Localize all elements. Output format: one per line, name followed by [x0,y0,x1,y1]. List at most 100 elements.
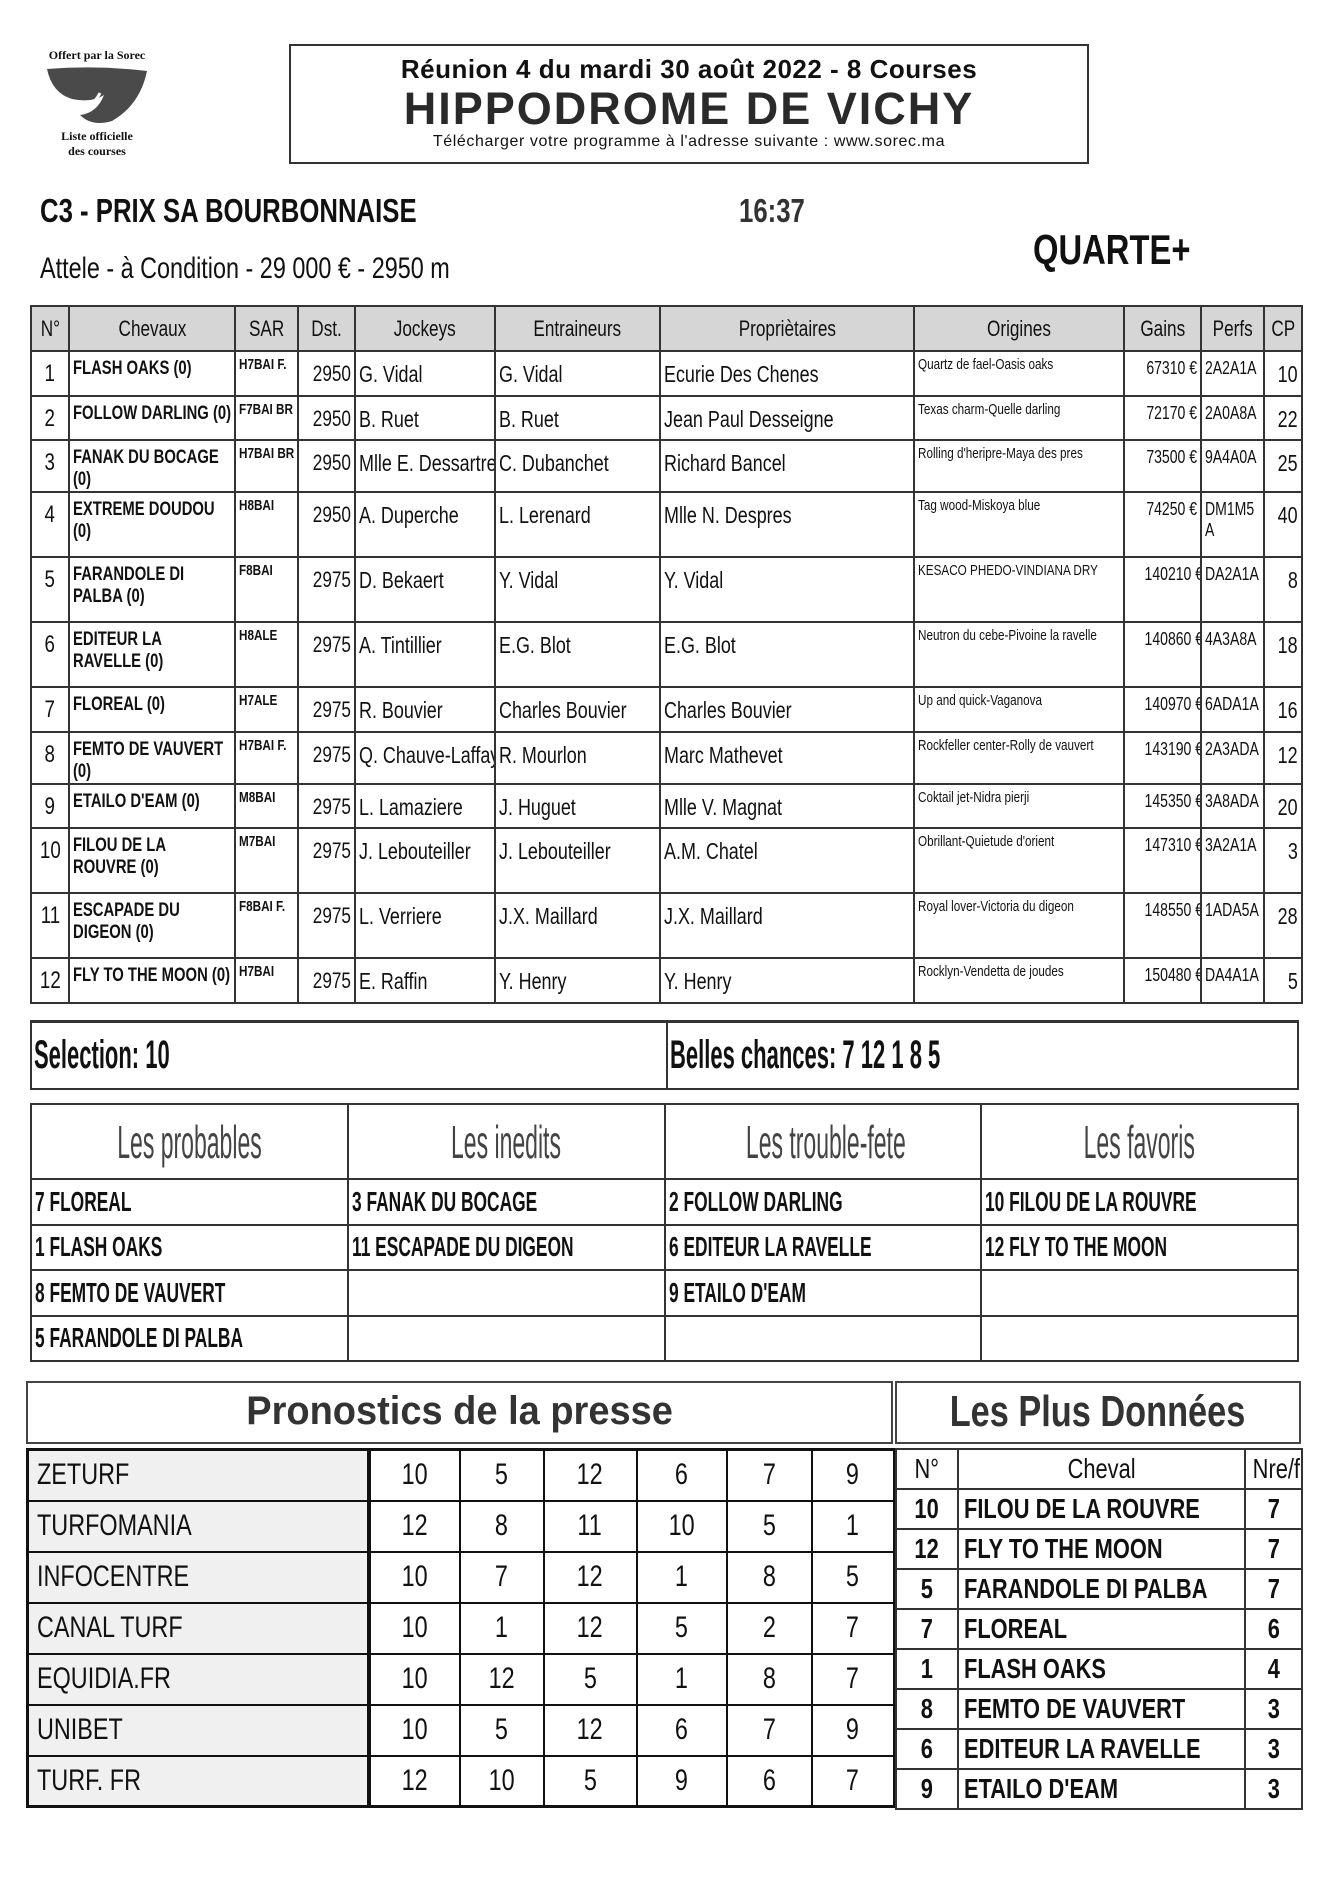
category-header-text: Les favoris [1084,1115,1196,1168]
runner-no: 9 [30,782,70,830]
runner-sar-text: H7BAI F. [239,736,287,754]
runner-sar: H8ALE [234,621,299,689]
runner-g-text: 67310 € [1146,358,1197,378]
categories-table: Les probables Les inedits Les trouble-fete… [30,1103,1299,1362]
runner-p-text: Mlle N. Despres [664,502,792,529]
runner-no: 3 [30,439,70,494]
runner-no: 8 [30,730,70,785]
plus-count: 3 [1244,1768,1303,1810]
runner-g: 73500 € [1123,439,1202,494]
runner-pf-text: 2A0A8A [1205,402,1257,423]
press-pick-text: 1 [846,1509,860,1542]
runner-cp-text: 12 [1278,741,1298,768]
category-cell: 7 FLOREAL [30,1178,349,1226]
category-cell-text: 7 FLOREAL [35,1185,132,1217]
column-header-text: Origines [987,315,1051,341]
runner-dst: 2950 [297,439,356,494]
runner-p-text: Charles Bouvier [664,697,792,724]
runner-cp: 18 [1263,621,1303,689]
plus-horse-text: FLASH OAKS [964,1653,1106,1684]
runner-e-text: Y. Vidal [499,567,559,594]
runner-no-text: 12 [39,967,61,995]
runner-g: 145350 € [1123,782,1202,830]
plus-number-text: 10 [914,1493,940,1524]
press-row: UNIBET 10 5 12 6 7 9 [26,1703,896,1757]
category-cell-text: 6 EDITEUR LA RAVELLE [668,1231,872,1263]
press-pick: 5 [542,1754,638,1808]
category-header: Les inedits [346,1103,666,1180]
column-header-text: Perfs [1212,315,1253,341]
runner-sar: H7ALE [234,686,299,733]
runner-o-text: Rockfeller center-Rolly de vauvert [918,736,1094,754]
plus-horse-text: FLOREAL [964,1613,1068,1644]
runner-e: Charles Bouvier [494,686,661,733]
runner-p: Charles Bouvier [659,686,915,733]
press-pick: 10 [367,1550,461,1604]
race-title: C3 - PRIX SA BOURBONNAISE [40,192,417,229]
column-header-text: Jockeys [393,315,456,341]
press-pick-text: 9 [846,1713,860,1746]
plus-number-text: 1 [920,1653,934,1684]
plus-count: 6 [1244,1608,1303,1650]
column-header-text: Propriètaires [738,315,836,341]
runner-no: 7 [30,686,70,733]
runner-e-text: R. Mourlon [499,741,587,768]
press-pick-text: 12 [576,1713,604,1746]
category-cell [346,1314,666,1362]
category-header-text: Les trouble-fete [745,1115,906,1168]
plus-count: 7 [1244,1568,1303,1610]
horse-logo-icon [47,67,147,123]
plus-number: 6 [895,1728,959,1770]
selection-box: Selection: 10 Belles chances: 7 12 1 8 5 [30,1020,1299,1090]
category-cell: 3 FANAK DU BOCAGE [346,1178,666,1226]
runner-sar-text: H7BAI [239,963,275,981]
plus-count-text: 3 [1267,1733,1280,1764]
press-source: TURFOMANIA [26,1499,371,1553]
runner-e: E.G. Blot [494,621,661,689]
runner-p-text: E.G. Blot [664,632,736,659]
runner-j-text: G. Vidal [359,361,423,387]
plus-row: 5 FARANDOLE DI PALBA 7 [895,1568,1303,1610]
runner-g: 140860 € [1123,621,1202,689]
runner-g-text: 140860 € [1144,629,1201,650]
runner-o: Up and quick-Vaganova [913,686,1125,733]
plus-number: 1 [895,1648,959,1690]
runner-h-text: EDITEUR LA RAVELLE (0) [73,629,164,673]
press-pick-text: 7 [846,1611,860,1644]
runner-sar: M7BAI [234,827,299,895]
runner-row: 9 ETAILO D'EAM (0) M8BAI 2975 L. Lamaziere J.… [30,782,1303,830]
runner-pf: 6ADA1A [1200,686,1265,733]
plus-row: 12 FLY TO THE MOON 7 [895,1528,1303,1570]
press-pick: 5 [458,1703,545,1757]
plus-row: 8 FEMTO DE VAUVERT 3 [895,1688,1303,1730]
column-header: Dst. [297,305,356,352]
belles-chances-text: Belles chances: 7 12 1 8 5 [670,1033,941,1077]
runner-cp-text: 3 [1288,838,1298,865]
download-line: Télécharger votre programme à l'adresse … [432,133,946,150]
runner-g-text: 150480 € [1144,965,1201,986]
runner-e-text: J. Huguet [499,793,576,820]
runner-dst-text: 2975 [312,632,351,658]
press-pick-text: 7 [762,1713,776,1746]
category-cell: 2 FOLLOW DARLING [663,1178,983,1226]
plus-count-text: 3 [1267,1773,1280,1804]
runner-dst-text: 2950 [312,450,351,476]
runner-h: FEMTO DE VAUVERT (0) [68,730,236,785]
press-row: CANAL TURF 10 1 12 5 2 7 [26,1601,896,1655]
runner-pf: 4A3A8A [1200,621,1265,689]
runner-no-text: 3 [44,449,56,477]
column-header-text: Gains [1140,315,1185,341]
category-cell-text: 12 FLY TO THE MOON [985,1231,1168,1263]
runner-no: 11 [30,892,70,960]
runner-e-text: J. Lebouteiller [499,838,611,865]
press-pick: 7 [810,1754,896,1808]
press-pick: 12 [367,1499,461,1553]
runner-row: 2 FOLLOW DARLING (0) F7BAI BR 2950 B. Ruet B.… [30,394,1303,442]
runner-p: Ecurie Des Chenes [659,350,915,397]
runner-o-text: Texas charm-Quelle darling [918,400,1061,418]
plus-horse: FLY TO THE MOON [957,1528,1246,1570]
column-header-text: SAR [248,315,285,341]
press-pick: 5 [725,1499,813,1553]
runner-o-text: Up and quick-Vaganova [918,692,1043,710]
runner-cp: 22 [1263,394,1303,442]
